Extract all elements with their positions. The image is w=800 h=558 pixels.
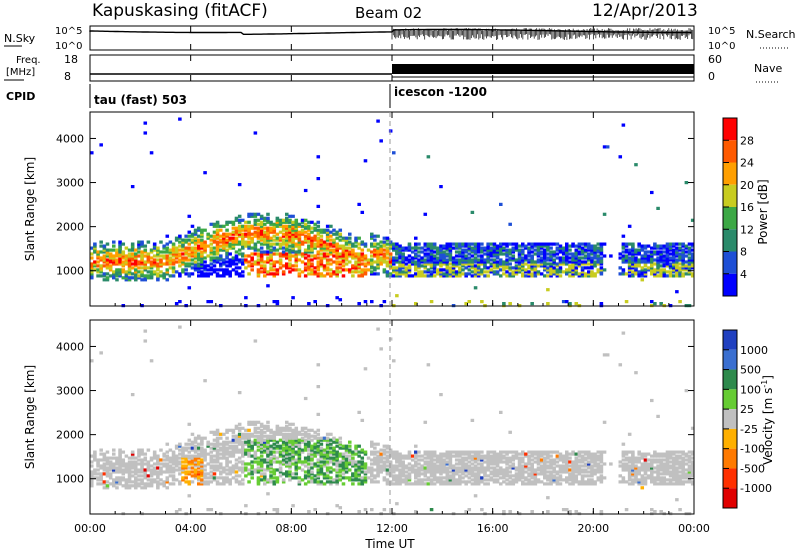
colorbar-tick-label: -25 <box>740 423 758 436</box>
x-tick-label: 20:00 <box>577 522 609 535</box>
colorbar-tick-label: 1000 <box>740 344 768 357</box>
colorbar-tick-label: 24 <box>740 157 754 170</box>
y-tick-label: 4000 <box>56 340 84 353</box>
colorbar-tick-label: 8 <box>740 246 747 259</box>
x-tick-label: 12:00 <box>376 522 408 535</box>
velocity-ylabel: Slant Range [km] <box>23 365 37 469</box>
colorbar-tick-label: 4 <box>740 268 747 281</box>
noise-tick-bottom-right: 10^0 <box>708 41 735 52</box>
nave-label: Nave <box>754 62 782 75</box>
freq-label-2: [MHz] <box>6 67 35 78</box>
x-tick-label: 04:00 <box>175 522 207 535</box>
noise-panel: N.Sky 10^5 10^0 10^5 10^0 N.Search <box>4 26 796 52</box>
cpid-strip: CPID tau (fast) 503 icescon -1200 <box>6 84 487 108</box>
freq-tick-top: 18 <box>64 53 78 66</box>
x-tick-label: 00:00 <box>74 522 106 535</box>
y-tick-label: 3000 <box>56 385 84 398</box>
nave-tick-bottom: 0 <box>708 70 715 83</box>
x-tick-label: 08:00 <box>275 522 307 535</box>
colorbar-tick-label: 12 <box>740 223 754 236</box>
colorbar-tick-label: -1000 <box>740 482 772 495</box>
x-tick-label: 16:00 <box>477 522 509 535</box>
y-tick-label: 2000 <box>56 221 84 234</box>
date-title: 12/Apr/2013 <box>592 1 698 21</box>
noise-tick-top-left: 10^5 <box>55 26 82 37</box>
cpid-segment-2: icescon -1200 <box>394 85 487 99</box>
y-tick-label: 1000 <box>56 265 84 278</box>
y-tick-label: 1000 <box>56 473 84 486</box>
nave-tick-top: 60 <box>708 53 722 66</box>
colorbar-tick-label: 20 <box>740 179 754 192</box>
velocity-panel: 1000 2000 3000 4000 Slant Range [km] <box>23 320 694 515</box>
power-colorbar: 4 8 12 16 20 24 28 <box>723 118 754 296</box>
colorbar-tick-label: 28 <box>740 134 754 147</box>
nsky-label: N.Sky <box>4 32 36 45</box>
velocity-colorbar-label: Velocity [m s-1] <box>760 375 775 465</box>
cpid-label: CPID <box>6 90 35 103</box>
freq-tick-bottom: 8 <box>64 70 71 83</box>
power-ylabel: Slant Range [km] <box>23 157 37 261</box>
colorbar-tick-label: 500 <box>740 364 761 377</box>
freq-panel: Freq. [MHz] 18 8 60 0 Nave <box>4 53 782 83</box>
station-title: Kapuskasing (fitACF) <box>92 1 268 21</box>
colorbar-tick-label: 100 <box>740 383 761 396</box>
power-colorbar-label: Power [dB] <box>756 179 770 244</box>
power-panel: 1000 2000 3000 4000 Slant Range [km] <box>23 112 694 307</box>
nsearch-label: N.Search <box>746 28 796 41</box>
y-tick-label: 4000 <box>56 132 84 145</box>
colorbar-tick-label: 25 <box>740 403 754 416</box>
freq-label-1: Freq. <box>16 55 41 66</box>
colorbar-tick-label: 16 <box>740 201 754 214</box>
y-tick-label: 2000 <box>56 429 84 442</box>
noise-tick-bottom-left: 10^0 <box>55 41 82 52</box>
noise-tick-top-right: 10^5 <box>708 26 735 37</box>
cpid-segment-1: tau (fast) 503 <box>94 93 187 107</box>
x-axis-label: Time UT <box>364 537 415 551</box>
beam-title: Beam 02 <box>355 4 422 22</box>
y-tick-label: 3000 <box>56 177 84 190</box>
x-tick-label: 00:00 <box>678 522 710 535</box>
